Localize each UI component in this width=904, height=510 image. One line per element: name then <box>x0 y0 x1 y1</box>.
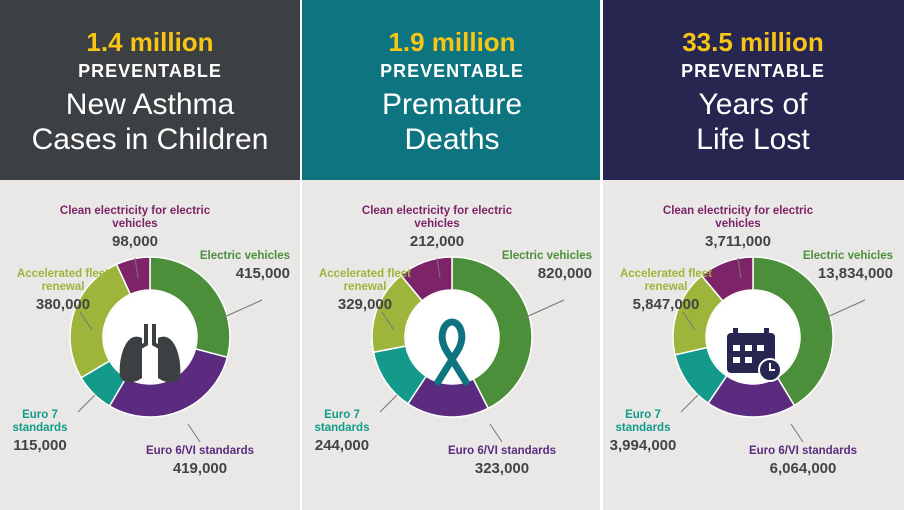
category-name: Euro 6/VI standards <box>748 445 857 457</box>
segment-label: Electric vehicles 13,834,000 <box>798 250 893 282</box>
value-label: 244,000 <box>314 437 370 455</box>
leader-line <box>134 257 139 279</box>
donut-segment <box>752 256 834 407</box>
category-name: Euro 7 standards <box>314 409 370 435</box>
panel-title: New Asthma <box>65 88 235 121</box>
segment-label: Euro 6/VI standards 6,064,000 <box>743 445 863 477</box>
lungs-icon <box>119 324 181 383</box>
value-label: 212,000 <box>409 233 465 251</box>
header-bg <box>0 0 300 180</box>
value-label: 329,000 <box>337 296 393 314</box>
category-name: Euro 6/VI standards <box>145 445 254 457</box>
leader-line <box>682 311 696 331</box>
kicker: PREVENTABLE <box>380 61 524 81</box>
value-label: 380,000 <box>35 296 91 314</box>
value-label: 820,000 <box>537 265 592 283</box>
panel-title: Life Lost <box>696 123 810 156</box>
headline: 1.4 million <box>86 27 214 57</box>
segment-label: Euro 6/VI standards 419,000 <box>140 445 260 477</box>
category-name: Accelerated fleet renewal <box>16 268 110 294</box>
donut-hole <box>406 291 498 383</box>
leader-line <box>221 299 263 319</box>
panel-title: Deaths <box>404 123 500 156</box>
segment-label: Electric vehicles 415,000 <box>195 250 290 282</box>
leader-line <box>436 257 441 279</box>
donut-segment <box>115 256 151 296</box>
donut-segment <box>399 256 453 302</box>
headline: 1.9 million <box>388 27 516 57</box>
ribbon-icon <box>434 318 470 386</box>
segment-label: Euro 7 standards 115,000 <box>0 409 80 455</box>
leader-line <box>381 311 395 331</box>
category-name: Euro 6/VI standards <box>447 445 556 457</box>
segment-label: Euro 7 standards 3,994,000 <box>603 409 683 455</box>
segment-label: Accelerated fleet renewal 5,847,000 <box>611 268 721 314</box>
category-name: Accelerated fleet renewal <box>318 268 412 294</box>
leader-line <box>790 423 804 443</box>
header-bg <box>302 0 600 180</box>
value-label: 3,711,000 <box>705 233 771 251</box>
category-name: Accelerated fleet renewal <box>619 268 713 294</box>
leader-line <box>824 299 866 319</box>
leader-line <box>77 394 96 413</box>
segment-label: Accelerated fleet renewal 329,000 <box>310 268 420 314</box>
value-label: 6,064,000 <box>769 460 837 478</box>
segment-label: Clean electricity for electric vehicles 3… <box>658 205 818 251</box>
value-label: 13,834,000 <box>817 265 893 283</box>
kicker: PREVENTABLE <box>681 61 825 81</box>
value-label: 323,000 <box>474 460 530 478</box>
calendar-icon <box>727 328 782 382</box>
value-label: 415,000 <box>235 265 290 283</box>
category-name: Euro 7 standards <box>615 409 671 435</box>
segment-label: Euro 6/VI standards 323,000 <box>442 445 562 477</box>
segment-label: Clean electricity for electric vehicles 2… <box>357 205 517 251</box>
leader-line <box>680 394 699 413</box>
headline: 33.5 million <box>682 27 824 57</box>
panel-title: Premature <box>381 88 523 121</box>
leader-line <box>489 423 503 443</box>
segment-label: Accelerated fleet renewal 380,000 <box>8 268 118 314</box>
value-label: 5,847,000 <box>632 296 700 314</box>
leader-line <box>187 423 201 443</box>
value-label: 98,000 <box>112 233 158 251</box>
category-name: Clean electricity for electric vehicles <box>662 205 814 231</box>
panel-title: Years of <box>698 88 808 121</box>
donut-segment <box>700 256 754 303</box>
category-name: Electric vehicles <box>501 250 592 262</box>
category-name: Clean electricity for electric vehicles <box>361 205 513 231</box>
category-name: Electric vehicles <box>199 250 290 262</box>
leader-line <box>379 394 398 413</box>
leader-line <box>737 257 742 279</box>
category-name: Electric vehicles <box>802 250 893 262</box>
leader-line <box>79 311 93 331</box>
panel-title: Cases in Children <box>31 123 269 156</box>
segment-label: Clean electricity for electric vehicles 9… <box>55 205 215 251</box>
header-bg <box>603 0 904 180</box>
category-name: Euro 7 standards <box>12 409 68 435</box>
category-name: Clean electricity for electric vehicles <box>59 205 211 231</box>
leader-line <box>523 299 565 319</box>
value-label: 3,994,000 <box>609 437 677 455</box>
donut-segment <box>451 256 533 410</box>
value-label: 115,000 <box>13 437 67 455</box>
kicker: PREVENTABLE <box>78 61 222 81</box>
segment-label: Electric vehicles 820,000 <box>497 250 592 282</box>
value-label: 419,000 <box>172 460 228 478</box>
segment-label: Euro 7 standards 244,000 <box>302 409 382 455</box>
